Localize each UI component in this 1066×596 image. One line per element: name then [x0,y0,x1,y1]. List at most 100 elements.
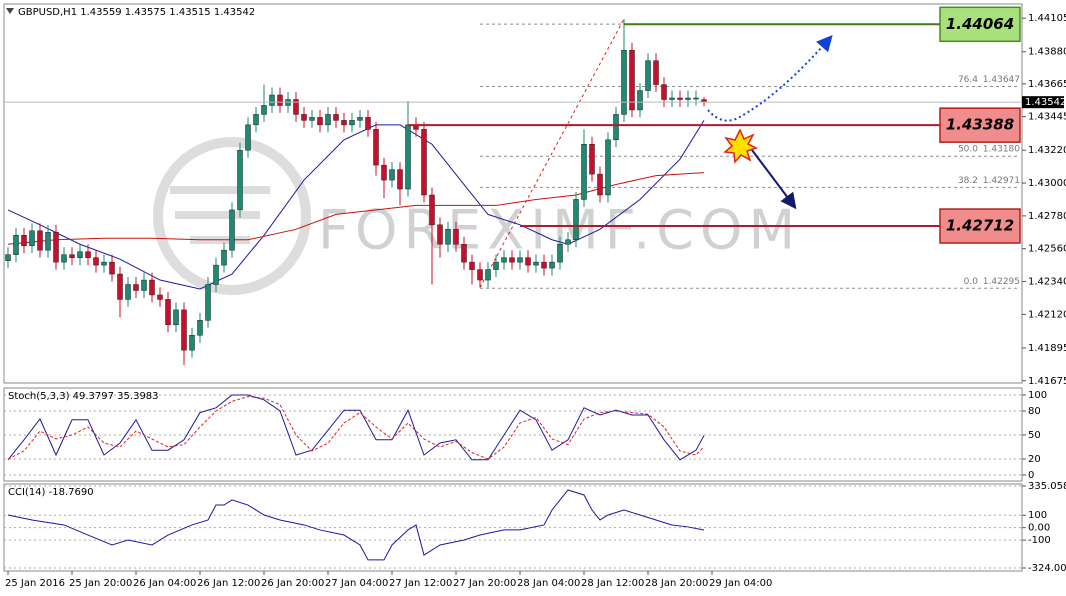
fib-level-label: 76.4 [958,75,978,85]
candle-body [53,232,59,263]
candle-body [173,309,179,326]
y-tick-label: 0.00 [1028,523,1050,534]
candle-body [205,284,211,321]
fib-trendline [479,18,625,288]
candle-body [645,60,651,91]
candle-body [405,124,411,190]
candle-body [461,243,467,263]
candle-body [149,279,155,296]
candle-body [301,114,307,121]
fib-level-label: 50.0 [958,145,978,155]
candle-body [45,232,51,251]
candle-body [5,254,11,261]
candle-body [245,124,251,151]
candle-body [181,309,187,351]
stoch-panel [3,387,1023,482]
current-price-box [1022,96,1064,109]
candle-body [549,261,555,269]
y-tick-label: -100 [1028,535,1051,546]
candle-body [261,105,267,115]
candle-body [109,261,115,275]
candle-body [501,257,507,263]
indicator-line [7,489,705,561]
fib-price-label: 1.42971 [983,176,1020,186]
fib-price-label: 1.42295 [983,277,1020,287]
y-tick-label: 1.43220 [1028,145,1066,156]
level-label: 1.44064 [946,15,1014,33]
y-tick-label: 1.42340 [1028,277,1066,288]
x-tick-label: 27 Jan 20:00 [453,578,516,589]
candle-body [141,279,147,291]
x-tick-label: 26 Jan 12:00 [197,578,260,589]
candle-body [613,114,619,141]
candle-body [373,129,379,166]
y-tick-label: 1.42780 [1028,211,1066,222]
candle-body [469,261,475,270]
candle-body [61,254,67,263]
fib-price-label: 1.43647 [983,75,1020,85]
x-tick-label: 28 Jan 04:00 [517,578,580,589]
fib-level-label: 0.0 [964,277,979,287]
indicator-line [7,396,705,460]
y-tick-label: 0 [1028,470,1034,481]
indicator-line [7,394,705,461]
y-tick-label: 100 [1028,510,1047,521]
candle-body [437,224,443,245]
candle-body [157,294,163,300]
y-tick-label: 50 [1028,430,1041,441]
candle-body [69,254,75,258]
candle-body [445,229,451,245]
candle-body [525,257,531,266]
candle-body [397,169,403,190]
candle-body [365,117,371,130]
y-tick-label: 80 [1028,406,1041,417]
candle-body [333,114,339,121]
moving-average [7,172,705,245]
x-tick-label: 26 Jan 20:00 [261,578,324,589]
candle-body [189,335,195,351]
breakout-burst [723,128,758,164]
y-tick-label: 1.41675 [1028,376,1066,387]
stoch-title: Stoch(5,3,3) 49.3797 35.3983 [8,391,159,402]
level-label: 1.42712 [946,217,1014,235]
candle-body [605,139,611,196]
candle-body [101,261,107,266]
y-tick-label: 1.43665 [1028,79,1066,90]
candle-body [253,114,259,126]
candle-body [421,129,427,196]
chart-title: GBPUSD,H1 1.43559 1.43575 1.43515 1.4354… [18,7,255,18]
candle-body [669,97,675,100]
candle-body [509,257,515,263]
y-tick-label: -324.0088 [1028,563,1066,574]
menu-icon [6,8,14,14]
candle-body [685,97,691,100]
candle-body [533,261,539,266]
fib-price-label: 1.43180 [983,145,1020,155]
candle-body [277,94,283,106]
y-tick-label: 1.41895 [1028,343,1066,354]
level-box [939,208,1021,244]
current-price-label: 1.43542 [1025,97,1066,108]
y-tick-label: 1.42560 [1028,244,1066,255]
cci-panel [3,483,1023,572]
moving-average [7,120,705,290]
candle-body [221,249,227,266]
candle-body [389,169,395,181]
candle-body [597,173,603,196]
candle-body [485,269,491,281]
candle-body [125,284,131,300]
candle-body [477,269,483,281]
candle-body [37,230,43,251]
candle-body [517,257,523,263]
x-tick-label: 28 Jan 12:00 [581,578,644,589]
candle-body [541,261,547,269]
candle-body [557,243,563,263]
candle-body [309,117,315,121]
x-tick-label: 27 Jan 04:00 [325,578,388,589]
candle-body [165,299,171,326]
candle-body [229,209,235,251]
candle-body [621,50,627,115]
candle-body [341,120,347,126]
